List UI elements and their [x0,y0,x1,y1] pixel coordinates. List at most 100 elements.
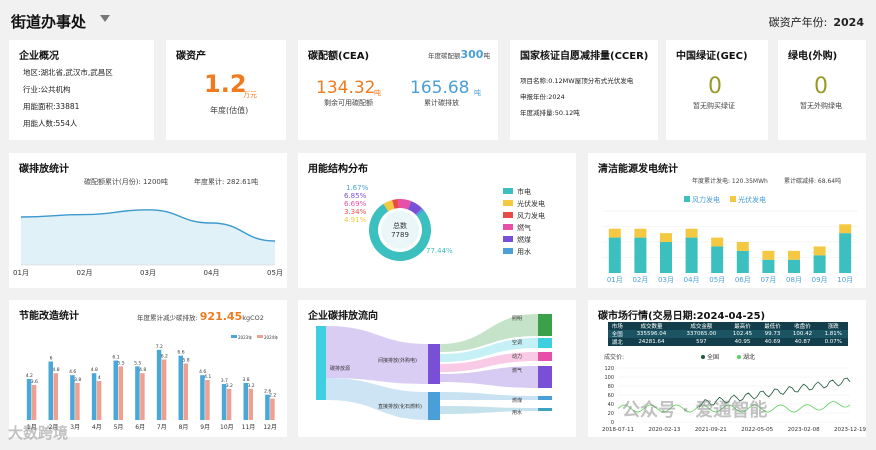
sankey-node [316,326,326,400]
legend-label: 市电 [517,187,531,196]
legend-swatch [503,188,513,194]
bar-data-label: 6.6 [177,350,184,356]
x-tick-label: 7月 [157,424,167,431]
sankey-label: 照明 [512,316,522,322]
carbon-asset-title: 碳资产 [176,51,206,62]
bar [200,375,205,420]
y-tick-label: 80 [608,384,614,390]
market-table: 市场 成交数量 成交金额 最高价 最低价 收盘价 涨跌 全国 335596.04 337065.… [608,322,848,346]
cea-annual: 年度碳配额300吨 [428,48,490,61]
x-tick-label: 2022-05-05 [741,427,773,433]
x-tick-label: 3月 [70,424,80,431]
x-tick-label: 03月 [658,276,674,284]
bar [248,388,253,420]
year-selector[interactable]: 碳资产年份: 2024 [769,14,864,30]
emission-chart: 01月 02月 03月 04月 05月 [13,209,283,277]
bar [205,380,210,420]
dropdown-caret-icon[interactable] [100,15,110,22]
bar [26,379,32,420]
bar [178,355,183,420]
pie-data-label: 6.69% [344,200,367,208]
year-value: 2024 [833,16,864,29]
cea-emit-value: 165.68 [410,78,470,98]
bar-data-label: 6.2 [161,354,168,360]
emission-sub-left: 碳配额累计(月份): 1200吨 [84,178,168,186]
bar [839,224,852,234]
clean-sub-left: 年度累计发电: 120.35MWh [692,178,768,185]
sankey-label: 直接排放(化石燃料) [378,403,422,410]
gec-title: 中国绿证(GEC) [676,51,748,62]
pie-slice [407,201,423,215]
year-label: 碳资产年份: [768,16,828,29]
sankey-label: 动力 [512,353,522,360]
x-tick-label: 2018-07-11 [602,427,634,433]
bar [226,388,232,420]
x-tick-label: 05月 [267,269,283,277]
bar [736,242,749,251]
enterprise-row: 地区:湖北省,武汉市,武昌区 [23,68,113,77]
legend-label: 用水 [517,247,531,256]
x-tick-label: 1月 [27,424,37,431]
y-tick-label: 100 [604,375,614,381]
green-power-value: 0 [814,74,828,99]
pie-data-label: 1.67% [346,184,369,192]
clean-energy-chart: 风力发电 光伏发电 01月 02月 03月 04月 05月 06月 07月 08月 09月 10月 [602,195,858,284]
cea-remain-value: 134.32 [316,78,376,98]
bar [608,228,621,238]
cea-card: 碳配额(CEA) 年度碳配额300吨 134.32 吨 剩余可用碳配额 165.… [298,40,498,140]
ccer-row: 项目名称:0.12MW屋顶分布式光伏发电 [520,77,634,85]
bar [53,373,58,420]
emission-area [21,209,275,265]
ccer-card: 国家核证自愿减排量(CCER) 项目名称:0.12MW屋顶分布式光伏发电 申报年… [510,40,658,140]
emission-line [20,209,276,242]
legend-swatch [684,196,690,202]
cea-emit-label: 累计碳排放 [424,99,459,107]
market-card: 碳市场行情(交易日期:2024-04-25) 市场 成交数量 成交金额 最高价 最低价收… [588,300,866,437]
x-tick-label: 2023-12-19 [834,427,866,433]
pie-data-label: 3.34% [344,208,367,216]
legend-label: 湖北 [743,353,755,361]
bar [660,233,672,242]
ccer-row: 年度减排量:50.12吨 [520,109,580,117]
legend-swatch [503,212,513,218]
clean-energy-title: 清洁能源发电统计 [598,164,678,175]
legend-label: 燃气 [517,223,531,232]
bar [96,381,102,420]
enterprise-row: 行业:公共机构 [23,85,71,94]
pie-slice [398,199,412,210]
gec-caption: 暂无购买绿证 [693,102,735,110]
sankey-node [428,392,440,420]
sankey-label: 燃气 [512,367,522,374]
x-tick-label: 03月 [140,269,156,277]
x-tick-label: 2023-02-08 [788,427,820,433]
pie-slice [415,208,425,217]
donut-center-label: 总数 [393,221,407,230]
cea-title: 碳配额(CEA) [308,51,370,62]
x-tick-label: 2月 [49,424,59,431]
bar-data-label: 2.2 [269,393,276,399]
bar [48,361,53,420]
carbon-asset-caption: 年度(估值) [210,106,249,115]
sankey-label: 用水 [512,409,522,416]
green-power-card: 绿电(外购) 0 暂无外购绿电 [778,40,866,140]
x-tick-label: 8月 [179,424,189,431]
x-tick-label: 10月 [220,424,234,431]
y-tick-label: 0 [611,420,614,426]
legend-swatch [701,355,705,359]
bar [270,398,275,420]
legend-label: 光伏发电 [517,199,545,208]
x-tick-label: 11月 [242,424,256,431]
sankey-node [538,366,552,388]
series-line [617,401,851,413]
bar [31,384,37,420]
pie-data-label: 4.91% [344,216,367,224]
emission-sub-right: 年度累计: 282.61吨 [194,178,259,186]
sankey-link [440,392,538,400]
bar [788,259,800,273]
bar [118,366,123,420]
bar [813,255,826,273]
x-tick-label: 5月 [114,424,124,431]
legend-swatch [503,200,513,206]
bar [140,373,145,420]
